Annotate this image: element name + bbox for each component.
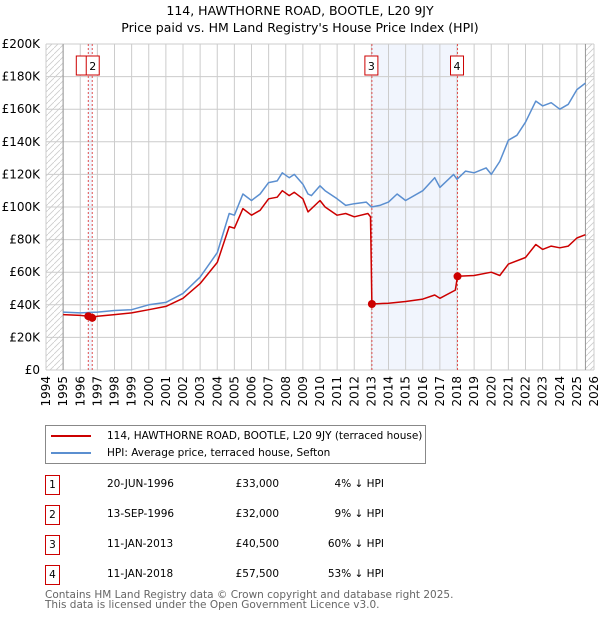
x-tick-label: 2005 [227, 376, 241, 407]
x-tick-label: 2017 [433, 376, 447, 407]
x-tick-label: 2018 [450, 376, 464, 407]
y-tick-label: £120K [2, 167, 42, 181]
sales-table-row: 4 11-JAN-2018 £57,500 53% ↓ HPI [45, 565, 445, 585]
y-tick-label: £80K [9, 233, 41, 247]
footer-copyright: Contains HM Land Registry data © Crown c… [45, 589, 454, 601]
x-tick-label: 2015 [399, 376, 413, 407]
y-tick-label: £60K [9, 265, 41, 279]
y-tick-label: £160K [2, 102, 42, 116]
chart-title: 114, HAWTHORNE ROAD, BOOTLE, L20 9JY [166, 3, 434, 18]
x-tick-label: 1995 [56, 376, 70, 407]
x-tick-label: 2013 [364, 376, 378, 407]
legend-swatch-red [51, 435, 91, 437]
x-tick-label: 2019 [467, 376, 481, 407]
x-tick-label: 2006 [245, 376, 259, 407]
y-tick-label: £0 [25, 363, 40, 377]
x-tick-label: 2009 [296, 376, 310, 407]
chart-subtitle: Price paid vs. HM Land Registry's House … [121, 20, 479, 35]
sales-table-row: 3 11-JAN-2013 £40,500 60% ↓ HPI [45, 535, 445, 555]
x-tick-label: 2014 [382, 376, 396, 407]
sale-label-4: 4 [450, 55, 465, 76]
sale-date: 13-SEP-1996 [107, 508, 175, 520]
sale-price: £57,500 [235, 568, 279, 580]
hpi-series-line [63, 82, 586, 314]
y-tick-label: £100K [2, 200, 42, 214]
x-tick-label: 2008 [279, 376, 293, 407]
sale-point [453, 272, 462, 281]
sale-label-box [364, 55, 379, 76]
sale-date: 20-JUN-1996 [107, 478, 174, 490]
sale-label-2: 2 [85, 55, 100, 76]
sale-label-box [450, 55, 465, 76]
x-tick-label: 2022 [519, 376, 533, 407]
legend-swatch-blue [51, 452, 91, 454]
x-tick-label: 2000 [142, 376, 156, 407]
legend-label: 114, HAWTHORNE ROAD, BOOTLE, L20 9JY (te… [107, 430, 423, 442]
x-tick-label: 2023 [536, 376, 550, 407]
y-tick-label: £20K [9, 330, 41, 344]
sale-point [88, 313, 97, 322]
x-tick-label: 2004 [210, 376, 224, 407]
x-tick-label: 2025 [570, 376, 584, 407]
sales-table-row: 1 20-JUN-1996 £33,000 4% ↓ HPI [45, 475, 445, 495]
x-tick-label: 2024 [553, 376, 567, 407]
x-tick-label: 1996 [73, 376, 87, 407]
legend: 114, HAWTHORNE ROAD, BOOTLE, L20 9JY (te… [45, 425, 426, 464]
legend-label: HPI: Average price, terraced house, Seft… [107, 447, 331, 459]
legend-item-property: 114, HAWTHORNE ROAD, BOOTLE, L20 9JY (te… [46, 428, 422, 444]
property-series-line [63, 189, 586, 319]
price-chart: £0 £20K £40K £60K £80K £100K £120K £140K £160K £1… [2, 37, 600, 407]
y-tick-label: £200K [2, 37, 42, 51]
sale-date: 11-JAN-2013 [107, 538, 174, 550]
sale-price: £40,500 [235, 538, 279, 550]
x-tick-label: 2012 [347, 376, 361, 407]
sale-hpi-diff: 9% ↓ HPI [334, 508, 384, 520]
x-tick-label: 1999 [125, 376, 139, 407]
x-tick-label: 2011 [330, 376, 344, 407]
sales-table-row: 2 13-SEP-1996 £32,000 9% ↓ HPI [45, 505, 445, 525]
y-tick-label: £140K [2, 135, 42, 149]
legend-item-hpi: HPI: Average price, terraced house, Seft… [46, 445, 330, 461]
x-tick-label: 2021 [501, 376, 515, 407]
y-tick-label: £180K [2, 70, 42, 84]
x-tick-label: 2010 [313, 376, 327, 407]
x-tick-label: 2001 [159, 376, 173, 407]
sale-number: 1 [45, 475, 60, 495]
x-tick-label: 2003 [193, 376, 207, 407]
sale-label-text: 4 [454, 60, 461, 73]
x-tick-label: 1997 [90, 376, 104, 407]
x-tick-label: 2020 [484, 376, 498, 407]
sale-hpi-diff: 60% ↓ HPI [327, 538, 384, 550]
sale-price: £32,000 [235, 508, 279, 520]
sale-label-text: 2 [89, 60, 96, 73]
x-tick-label: 1994 [39, 376, 53, 407]
sale-hpi-diff: 53% ↓ HPI [327, 568, 384, 580]
footer-licence: This data is licensed under the Open Gov… [45, 599, 380, 611]
sale-label-text: 3 [368, 60, 375, 73]
sale-point [367, 299, 376, 308]
x-tick-label: 2016 [416, 376, 430, 407]
y-tick-label: £40K [9, 298, 41, 312]
sale-price: £33,000 [235, 478, 279, 490]
sale-label-box [85, 55, 100, 76]
sale-date: 11-JAN-2018 [107, 568, 174, 580]
sale-number: 4 [45, 565, 60, 585]
x-tick-label: 2026 [587, 376, 600, 407]
sale-hpi-diff: 4% ↓ HPI [334, 478, 384, 490]
x-tick-label: 1998 [108, 376, 122, 407]
sale-number: 2 [45, 505, 60, 525]
x-tick-label: 2007 [262, 376, 276, 407]
sale-label-3: 3 [364, 55, 379, 76]
sale-number: 3 [45, 535, 60, 555]
x-tick-label: 2002 [176, 376, 190, 407]
